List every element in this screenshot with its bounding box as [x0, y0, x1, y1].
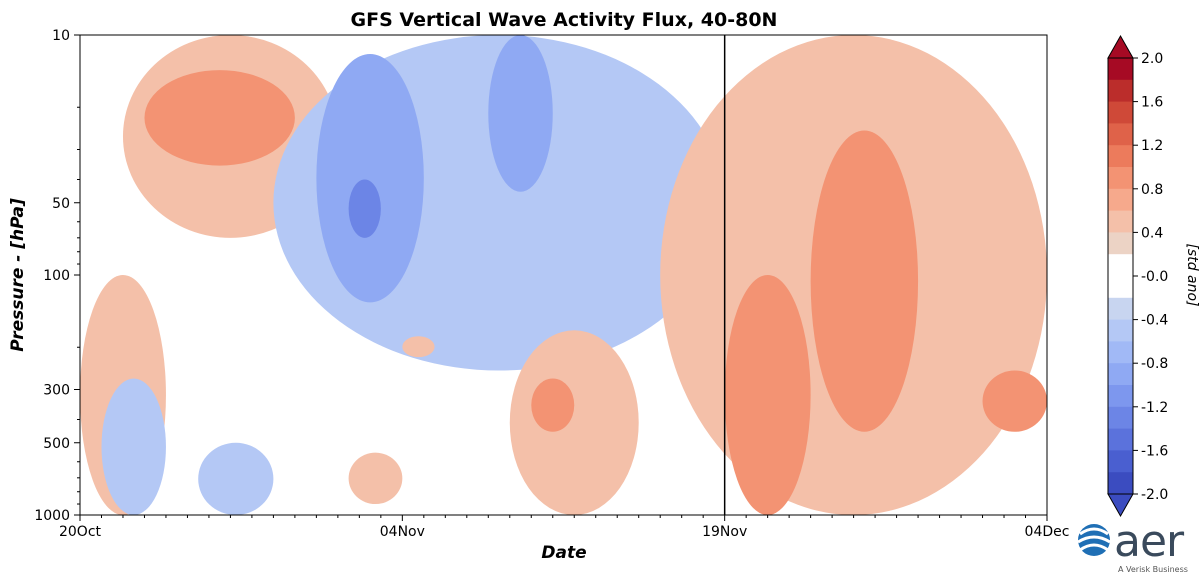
contour-region-negative-8 [198, 442, 274, 515]
colorbar-segment [1108, 276, 1133, 299]
colorbar: 2.0 1.6 1.2 0.8 0.4 -0.0 -0.4 -0.8 -1.2 -1.6 -2.0 [1107, 34, 1168, 518]
colorbar-tick-label: 0.4 [1141, 225, 1163, 241]
colorbar-tick-label: -0.8 [1141, 356, 1168, 372]
y-tick-label: 500 [43, 436, 70, 452]
colorbar-tick-label: -0.4 [1141, 313, 1168, 329]
colorbar-segment [1108, 297, 1133, 321]
contour-region-positive-2 [144, 70, 295, 166]
contour-region-negative-7 [101, 378, 166, 515]
colorbar-segment [1108, 210, 1133, 233]
contour-region-positive-15 [810, 130, 919, 432]
colorbar-tick-label: -2.0 [1141, 487, 1168, 503]
aer-logo: aer A Verisk Business [1077, 516, 1188, 574]
plot-area [79, 34, 1048, 516]
contour-region-negative-4 [316, 54, 424, 303]
colorbar-tick-label: -0.0 [1141, 269, 1168, 285]
y-tick-label: 300 [43, 383, 70, 399]
contour-region-positive-14 [724, 275, 811, 515]
contour-region-positive-11 [348, 452, 403, 505]
aer-logo-mark [1077, 524, 1111, 556]
colorbar-extend-min [1107, 493, 1134, 518]
contour-region-negative-5 [488, 35, 553, 192]
colorbar-tick-label: 1.6 [1141, 95, 1163, 111]
colorbar-tick-label: 1.2 [1141, 138, 1163, 154]
colorbar-tick-label: -1.6 [1141, 443, 1168, 459]
colorbar-segment [1108, 406, 1133, 430]
colorbar-tick-label: 0.8 [1141, 182, 1163, 198]
contour-region-negative-6 [348, 179, 381, 238]
x-axis-label: Date [541, 543, 586, 563]
colorbar-segment [1108, 254, 1133, 277]
contour-region-positive-12 [402, 336, 435, 358]
colorbar-segment [1108, 385, 1133, 408]
colorbar-segment [1108, 428, 1133, 451]
colorbar-segment [1108, 188, 1133, 212]
y-axis: 10 50 100 300 500 1000 [34, 28, 80, 524]
contour-region-positive-16 [982, 370, 1047, 432]
colorbar-segment [1108, 363, 1133, 386]
colorbar-segment [1108, 123, 1133, 146]
y-axis-label: Pressure - [hPa] [8, 198, 28, 352]
svg-text:A Verisk Business: A Verisk Business [1118, 565, 1188, 574]
contour-region-positive-9 [509, 330, 639, 515]
x-axis: 20Oct 04Nov 19Nov 04Dec [59, 515, 1069, 540]
colorbar-extend-max [1107, 34, 1134, 59]
colorbar-segment [1108, 101, 1133, 124]
colorbar-tick-label: 2.0 [1141, 51, 1163, 67]
colorbar-segment [1108, 472, 1133, 495]
x-tick-label: 04Dec [1025, 524, 1070, 540]
y-tick-label: 100 [43, 268, 70, 284]
x-tick-label: 04Nov [380, 524, 425, 540]
colorbar-segment [1108, 232, 1133, 255]
svg-text:aer: aer [1114, 516, 1185, 567]
colorbar-segment [1108, 145, 1133, 168]
y-tick-label: 1000 [34, 508, 70, 524]
x-tick-label: 19Nov [702, 524, 747, 540]
y-tick-label: 10 [52, 28, 70, 44]
colorbar-segment [1108, 58, 1133, 81]
colorbar-segment [1108, 450, 1133, 473]
colorbar-tick-label: -1.2 [1141, 400, 1168, 416]
y-tick-label: 50 [52, 196, 70, 212]
colorbar-segment [1108, 167, 1133, 190]
colorbar-segment [1108, 341, 1133, 364]
contour-region-positive-10 [531, 378, 575, 432]
colorbar-label: [std ano] [1184, 243, 1200, 306]
contour-fills [80, 35, 1047, 515]
x-tick-label: 20Oct [59, 524, 102, 540]
chart-title: GFS Vertical Wave Activity Flux, 40-80N [351, 9, 778, 31]
colorbar-segment [1108, 319, 1133, 342]
colorbar-segment [1108, 79, 1133, 103]
